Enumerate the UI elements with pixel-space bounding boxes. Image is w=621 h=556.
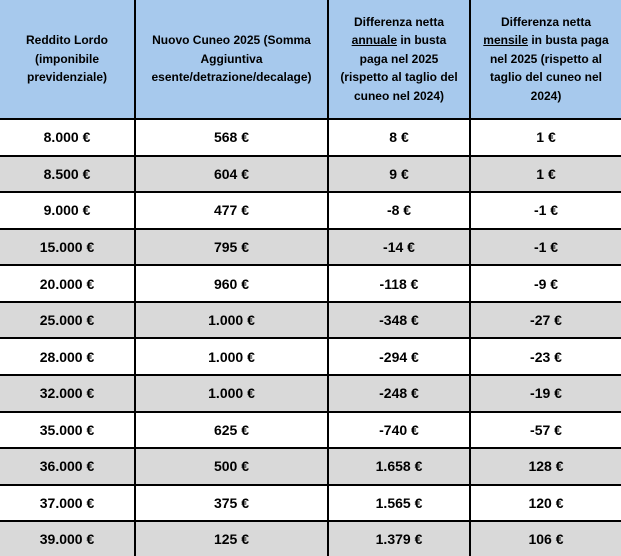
cell-differenza-mensile: -9 € xyxy=(469,265,621,302)
cell-differenza-annuale: 8 € xyxy=(327,119,470,156)
cell-reddito-lordo: 25.000 € xyxy=(0,301,135,339)
header-text: Differenza netta xyxy=(500,14,592,29)
cell-differenza-mensile: -27 € xyxy=(469,301,621,339)
cell-differenza-annuale: 9 € xyxy=(327,155,470,193)
cell-nuovo-cuneo: 625 € xyxy=(134,411,328,449)
cell-differenza-annuale: -14 € xyxy=(327,228,470,266)
table-row: 8.000 € 568 € 8 € 1 € xyxy=(0,119,621,156)
cell-differenza-mensile: 1 € xyxy=(469,119,621,156)
cell-differenza-mensile: -23 € xyxy=(469,338,621,376)
cell-differenza-mensile: 128 € xyxy=(469,448,621,485)
cell-nuovo-cuneo: 500 € xyxy=(134,448,328,485)
table-row: 37.000 € 375 € 1.565 € 120 € xyxy=(0,484,621,522)
cell-reddito-lordo: 37.000 € xyxy=(0,484,135,522)
underlined-word: annuale xyxy=(351,33,397,48)
cell-differenza-mensile: -1 € xyxy=(469,228,621,266)
cell-differenza-annuale: -294 € xyxy=(327,338,470,376)
table-body: 8.000 € 568 € 8 € 1 € 8.500 € 604 € 9 € … xyxy=(0,119,621,556)
cell-nuovo-cuneo: 125 € xyxy=(134,521,328,556)
cell-reddito-lordo: 8.000 € xyxy=(0,119,135,156)
header-text: in busta paga nel 2025 (rispetto al tagl… xyxy=(489,33,609,103)
header-text: Nuovo Cuneo 2025 (Somma Aggiuntiva esent… xyxy=(151,33,312,85)
cell-differenza-annuale: 1.565 € xyxy=(327,484,470,522)
cell-nuovo-cuneo: 568 € xyxy=(134,119,328,156)
cell-reddito-lordo: 28.000 € xyxy=(0,338,135,376)
column-header-nuovo-cuneo: Nuovo Cuneo 2025 (Somma Aggiuntiva esent… xyxy=(134,0,328,120)
cell-differenza-annuale: -248 € xyxy=(327,375,470,412)
cell-reddito-lordo: 9.000 € xyxy=(0,192,135,229)
cell-differenza-mensile: -57 € xyxy=(469,411,621,449)
table-row: 32.000 € 1.000 € -248 € -19 € xyxy=(0,375,621,412)
table-row: 9.000 € 477 € -8 € -1 € xyxy=(0,192,621,229)
cell-nuovo-cuneo: 477 € xyxy=(134,192,328,229)
cell-reddito-lordo: 36.000 € xyxy=(0,448,135,485)
cell-nuovo-cuneo: 795 € xyxy=(134,228,328,266)
table-row: 28.000 € 1.000 € -294 € -23 € xyxy=(0,338,621,376)
underlined-word: mensile xyxy=(483,33,528,48)
cell-differenza-annuale: -740 € xyxy=(327,411,470,449)
table-row: 39.000 € 125 € 1.379 € 106 € xyxy=(0,521,621,556)
header-text: Differenza netta xyxy=(353,14,445,29)
column-header-reddito-lordo: Reddito Lordo (imponibile previdenziale) xyxy=(0,0,135,120)
cell-nuovo-cuneo: 1.000 € xyxy=(134,338,328,376)
table-row: 20.000 € 960 € -118 € -9 € xyxy=(0,265,621,302)
cell-differenza-annuale: -348 € xyxy=(327,301,470,339)
cell-reddito-lordo: 32.000 € xyxy=(0,375,135,412)
cell-differenza-annuale: 1.658 € xyxy=(327,448,470,485)
table-row: 8.500 € 604 € 9 € 1 € xyxy=(0,155,621,193)
header-row: Reddito Lordo (imponibile previdenziale)… xyxy=(0,0,621,120)
table-row: 36.000 € 500 € 1.658 € 128 € xyxy=(0,448,621,485)
table-row: 15.000 € 795 € -14 € -1 € xyxy=(0,228,621,266)
cell-reddito-lordo: 8.500 € xyxy=(0,155,135,193)
cell-nuovo-cuneo: 375 € xyxy=(134,484,328,522)
cell-differenza-mensile: 1 € xyxy=(469,155,621,193)
header-text: Reddito Lordo (imponibile previdenziale) xyxy=(26,33,108,85)
cell-differenza-annuale: -118 € xyxy=(327,265,470,302)
cell-differenza-mensile: 120 € xyxy=(469,484,621,522)
table-header: Reddito Lordo (imponibile previdenziale)… xyxy=(0,0,621,120)
cell-differenza-mensile: 106 € xyxy=(469,521,621,556)
header-text: in busta paga nel 2025 (rispetto al tagl… xyxy=(340,33,458,103)
cell-differenza-mensile: -1 € xyxy=(469,192,621,229)
cell-differenza-annuale: 1.379 € xyxy=(327,521,470,556)
table-row: 35.000 € 625 € -740 € -57 € xyxy=(0,411,621,449)
cell-reddito-lordo: 39.000 € xyxy=(0,521,135,556)
cell-nuovo-cuneo: 960 € xyxy=(134,265,328,302)
cell-reddito-lordo: 35.000 € xyxy=(0,411,135,449)
cell-nuovo-cuneo: 604 € xyxy=(134,155,328,193)
column-header-differenza-mensile: Differenza netta mensile in busta paga n… xyxy=(469,0,621,120)
table-row: 25.000 € 1.000 € -348 € -27 € xyxy=(0,301,621,339)
cell-differenza-annuale: -8 € xyxy=(327,192,470,229)
column-header-differenza-annuale: Differenza netta annuale in busta paga n… xyxy=(327,0,470,120)
cell-reddito-lordo: 15.000 € xyxy=(0,228,135,266)
cell-reddito-lordo: 20.000 € xyxy=(0,265,135,302)
cell-differenza-mensile: -19 € xyxy=(469,375,621,412)
cell-nuovo-cuneo: 1.000 € xyxy=(134,375,328,412)
cell-nuovo-cuneo: 1.000 € xyxy=(134,301,328,339)
